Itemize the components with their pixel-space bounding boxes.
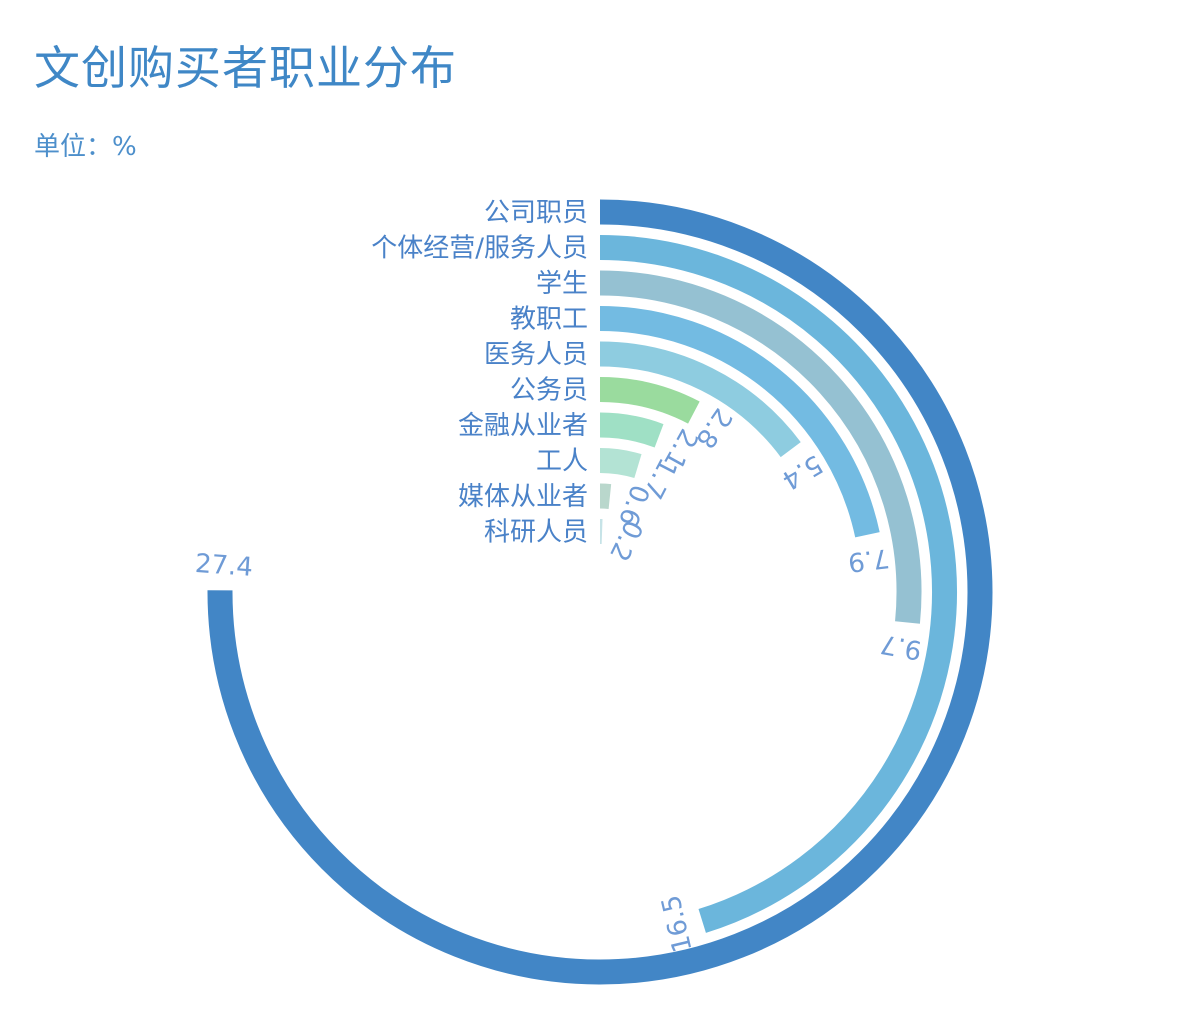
bar-7 [599, 412, 664, 448]
category-label-group: 公司职员个体经营/服务人员学生教职工医务人员公务员金融从业者工人媒体从业者科研人… [371, 198, 588, 548]
category-label-10: 科研人员 [484, 518, 588, 548]
bar-4 [599, 306, 880, 538]
bar-group [207, 199, 993, 985]
category-label-5: 医务人员 [484, 340, 588, 370]
value-label-3: 9.7 [878, 628, 924, 665]
bar-6 [599, 377, 700, 424]
bar-1 [207, 199, 993, 985]
bar-2 [599, 235, 957, 933]
category-label-4: 教职工 [510, 305, 588, 335]
category-label-1: 公司职员 [484, 198, 588, 228]
value-label-1: 27.4 [194, 549, 254, 583]
bar-5 [599, 341, 801, 458]
value-label-5: 5.4 [776, 448, 827, 495]
bar-9 [599, 483, 612, 509]
category-label-6: 公务员 [510, 376, 588, 406]
chart-title: 文创购买者职业分布 [34, 41, 457, 95]
category-label-7: 金融从业者 [458, 411, 588, 441]
unit-label: 单位：% [34, 132, 137, 162]
value-label-2: 16.5 [656, 892, 698, 955]
category-label-2: 个体经营/服务人员 [371, 234, 588, 264]
bar-8 [599, 448, 642, 479]
category-label-3: 学生 [536, 269, 588, 299]
category-label-8: 工人 [536, 447, 588, 477]
category-label-9: 媒体从业者 [458, 482, 588, 512]
value-label-4: 7.9 [846, 542, 891, 577]
bar-3 [599, 270, 922, 624]
